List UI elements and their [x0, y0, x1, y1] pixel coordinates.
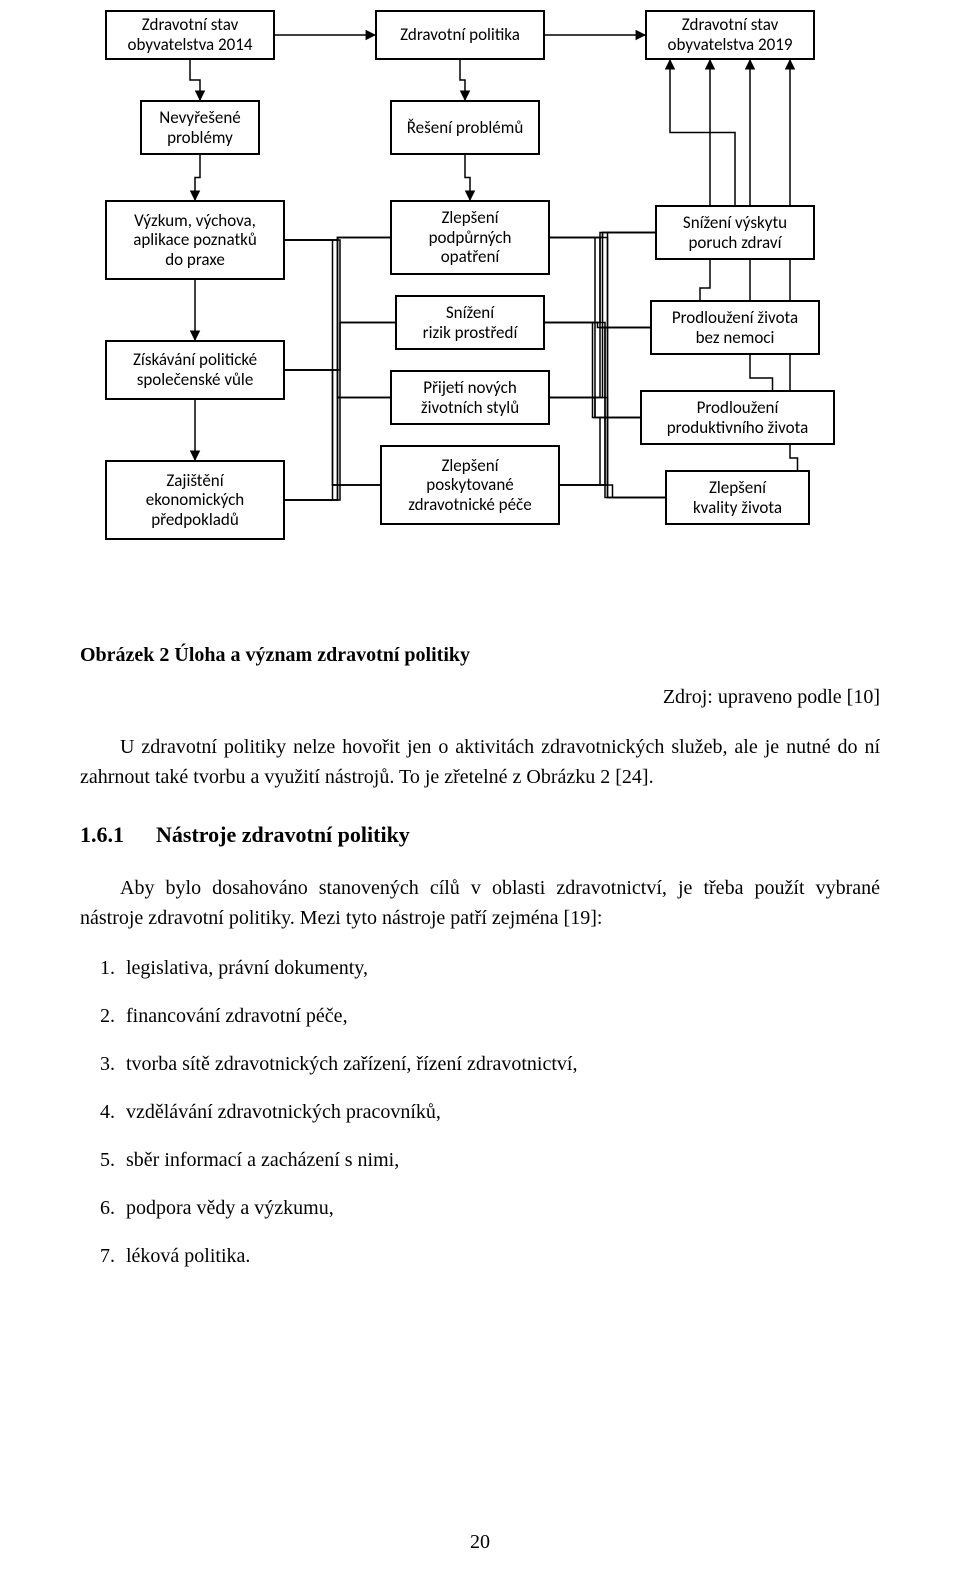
diagram-edge — [285, 238, 390, 241]
diagram-edge — [465, 155, 470, 200]
diagram-node-e2: Prodloužení života bez nemoci — [650, 300, 820, 355]
section-heading: 1.6.1 Nástroje zdravotní politiky — [80, 818, 880, 851]
diagram-edge — [285, 240, 390, 398]
heading-number: 1.6.1 — [80, 818, 124, 851]
diagram-edge — [285, 240, 380, 485]
list-item: financování zdravotní péče, — [120, 1001, 880, 1031]
diagram-edge — [550, 398, 640, 418]
diagram-node-c3: Zajištění ekonomických předpokladů — [105, 460, 285, 540]
diagram-node-e3: Prodloužení produktivního života — [640, 390, 835, 445]
list-item: tvorba sítě zdravotnických zařízení, říz… — [120, 1049, 880, 1079]
diagram-edge — [545, 233, 655, 323]
diagram-edge — [195, 155, 200, 200]
diagram-edge — [285, 240, 395, 323]
diagram-node-b1: Nevyřešené problémy — [140, 100, 260, 155]
diagram-node-e4: Zlepšení kvality života — [665, 470, 810, 525]
diagram-edge — [285, 370, 380, 485]
figure-caption: Obrázek 2 Úloha a význam zdravotní polit… — [80, 640, 880, 670]
diagram-edge — [285, 238, 390, 371]
diagram-node-b2: Řešení problémů — [390, 100, 540, 155]
diagram-node-c1: Výzkum, výchova, aplikace poznatků do pr… — [105, 200, 285, 280]
diagram-edge — [550, 233, 655, 238]
numbered-list: legislativa, právní dokumenty, financován… — [120, 953, 880, 1271]
diagram-edge — [560, 328, 650, 486]
diagram-edge — [560, 485, 665, 498]
page-number: 20 — [0, 1531, 960, 1554]
body-text: Obrázek 2 Úloha a význam zdravotní polit… — [80, 640, 880, 1289]
diagram-node-a3: Zdravotní stav obyvatelstva 2019 — [645, 10, 815, 60]
diagram-node-a1: Zdravotní stav obyvatelstva 2014 — [105, 10, 275, 60]
diagram-edge — [285, 485, 380, 500]
list-item: léková politika. — [120, 1241, 880, 1271]
diagram-node-d2: Snížení rizik prostředí — [395, 295, 545, 350]
diagram-edge — [550, 328, 650, 398]
page: Zdravotní stav obyvatelstva 2014 Zdravotn… — [0, 0, 960, 1572]
flowchart-diagram: Zdravotní stav obyvatelstva 2014 Zdravotn… — [95, 10, 865, 625]
diagram-node-d3: Přijetí nových životních stylů — [390, 370, 550, 425]
diagram-edge — [550, 238, 665, 498]
diagram-edge — [670, 60, 735, 205]
diagram-edge — [550, 233, 655, 398]
figure-source: Zdroj: upraveno podle [10] — [80, 682, 880, 712]
paragraph-1: U zdravotní politiky nelze hovořit jen o… — [80, 732, 880, 792]
diagram-edge — [550, 238, 640, 418]
diagram-node-e1: Snížení výskytu poruch zdraví — [655, 205, 815, 260]
diagram-node-a2: Zdravotní politika — [375, 10, 545, 60]
list-item: podpora vědy a výzkumu, — [120, 1193, 880, 1223]
diagram-edge — [285, 238, 390, 501]
diagram-edge — [285, 323, 395, 371]
paragraph-2: Aby bylo dosahováno stanovených cílů v o… — [80, 873, 880, 933]
diagram-edge — [460, 60, 465, 100]
list-item: vzdělávání zdravotnických pracovníků, — [120, 1097, 880, 1127]
diagram-edge — [560, 233, 655, 486]
diagram-edge — [285, 323, 395, 501]
diagram-node-c2: Získávání politické společenské vůle — [105, 340, 285, 400]
diagram-edge — [545, 323, 650, 328]
diagram-edge — [550, 238, 650, 328]
diagram-edge — [545, 323, 640, 418]
diagram-node-d1: Zlepšení podpůrných opatření — [390, 200, 550, 275]
heading-title: Nástroje zdravotní politiky — [156, 822, 410, 847]
diagram-edge — [700, 60, 710, 300]
list-item: sběr informací a zacházení s nimi, — [120, 1145, 880, 1175]
diagram-node-d4: Zlepšení poskytované zdravotnické péče — [380, 445, 560, 525]
diagram-edge — [285, 370, 390, 398]
list-item: legislativa, právní dokumenty, — [120, 953, 880, 983]
diagram-edge — [285, 398, 390, 501]
diagram-edge — [190, 60, 200, 100]
diagram-edge — [560, 418, 640, 486]
